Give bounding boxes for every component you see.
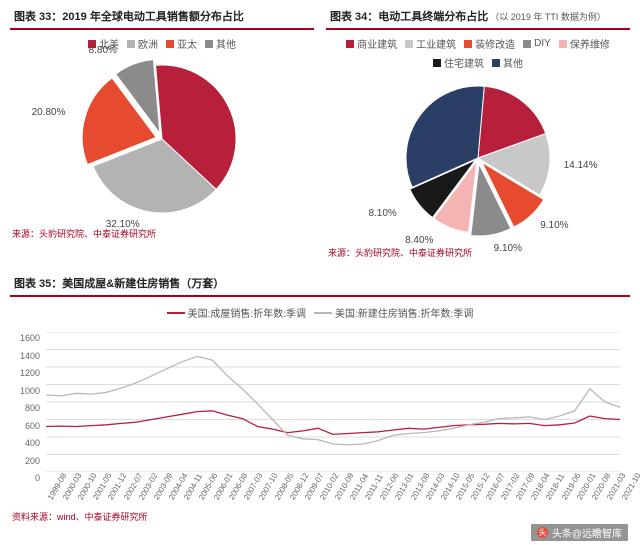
legend-swatch: [559, 40, 567, 48]
chart-33-header: 图表 33： 2019 年全球电动工具销售额分布占比: [10, 6, 314, 30]
legend-label: 其他: [216, 36, 236, 51]
legend-label: 美国:成屋销售:折年数:季调: [188, 305, 306, 320]
chart-35-header: 图表 35： 美国成屋&新建住房销售（万套）: [10, 273, 630, 297]
legend-label: 商业建筑: [357, 36, 397, 51]
pie-slice-label: 8.80%: [89, 45, 117, 56]
y-tick-label: 200: [12, 456, 40, 466]
chart-35-plot-area: 02004006008001000120014001600 1999-08200…: [16, 332, 624, 502]
pie-slice-label: 9.10%: [540, 220, 568, 231]
chart-35-legend: 美国:成屋销售:折年数:季调 美国:新建住房销售:折年数:季调: [10, 297, 630, 322]
legend-label: 住宅建筑: [444, 55, 484, 70]
legend-swatch: [523, 40, 531, 48]
chart-34-header: 图表 34： 电动工具终端分布占比 （以 2019 年 TTI 数据为例）: [326, 6, 630, 30]
legend-item: 住宅建筑: [433, 55, 484, 70]
chart-33-title-prefix: 图表 33：: [14, 8, 62, 24]
legend-swatch: [346, 40, 354, 48]
series-line: [46, 357, 620, 445]
legend-label: 欧洲: [138, 36, 158, 51]
chart-35-panel: 图表 35： 美国成屋&新建住房销售（万套） 美国:成屋销售:折年数:季调美国:…: [10, 273, 630, 529]
chart-33-pie: 32.10%20.80%8.80%: [10, 53, 314, 223]
pie-slice-label: 8.40%: [405, 235, 433, 246]
pie-slice-label: 20.80%: [32, 107, 66, 118]
legend-swatch: [433, 59, 441, 67]
chart-33-panel: 图表 33： 2019 年全球电动工具销售额分布占比 北美欧洲亚太其他 32.1…: [10, 6, 314, 265]
y-tick-label: 1400: [12, 351, 40, 361]
legend-label: 装修改造: [475, 36, 515, 51]
y-tick-label: 1000: [12, 386, 40, 396]
legend-label: 美国:新建住房销售:折年数:季调: [335, 305, 473, 320]
legend-item: 美国:成屋销售:折年数:季调: [167, 305, 306, 320]
legend-item: 其他: [492, 55, 523, 70]
chart-34-title-prefix: 图表 34：: [330, 8, 378, 24]
legend-item: 美国:新建住房销售:折年数:季调: [314, 305, 473, 320]
y-tick-label: 600: [12, 421, 40, 431]
legend-label: 亚太: [177, 36, 197, 51]
legend-item: 商业建筑: [346, 36, 397, 51]
y-tick-label: 800: [12, 403, 40, 413]
chart-33-title: 2019 年全球电动工具销售额分布占比: [62, 8, 244, 24]
legend-item: 装修改造: [464, 36, 515, 51]
legend-swatch: [127, 40, 135, 48]
pie-slice-label: 8.10%: [368, 208, 396, 219]
legend-item: DIY: [523, 36, 551, 51]
legend-swatch: [405, 40, 413, 48]
watermark-text: 头条@远瞻智库: [552, 525, 622, 540]
y-tick-label: 1600: [12, 333, 40, 343]
legend-line: [314, 312, 332, 314]
legend-item: 工业建筑: [405, 36, 456, 51]
y-tick-label: 400: [12, 438, 40, 448]
legend-label: 保养维修: [570, 36, 610, 51]
chart-34-pie: 14.14%9.10%9.10%8.40%8.10%: [326, 72, 630, 242]
chart-34-legend: 商业建筑 工业建筑 装修改造 DIY 保养维修住宅建筑 其他: [326, 30, 630, 72]
legend-label: 其他: [503, 55, 523, 70]
pie-slice-label: 9.10%: [494, 243, 522, 254]
legend-item: 欧洲: [127, 36, 158, 51]
legend-swatch: [492, 59, 500, 67]
legend-item: 其他: [205, 36, 236, 51]
legend-label: 工业建筑: [416, 36, 456, 51]
legend-swatch: [166, 40, 174, 48]
legend-swatch: [464, 40, 472, 48]
pie-slice-label: 14.14%: [564, 160, 598, 171]
legend-line: [167, 312, 185, 314]
chart-34-subtitle: （以 2019 年 TTI 数据为例）: [490, 10, 606, 23]
y-tick-label: 1200: [12, 368, 40, 378]
series-line: [46, 411, 620, 435]
chart-35-title-prefix: 图表 35：: [14, 275, 62, 291]
legend-label: DIY: [534, 38, 551, 49]
y-tick-label: 0: [12, 473, 40, 483]
chart-34-title: 电动工具终端分布占比: [378, 8, 488, 24]
chart-34-panel: 图表 34： 电动工具终端分布占比 （以 2019 年 TTI 数据为例） 商业…: [326, 6, 630, 265]
chart-33-source: 来源：头豹研究院、中泰证券研究所: [10, 223, 314, 246]
watermark-icon: 头: [537, 527, 548, 538]
legend-item: 亚太: [166, 36, 197, 51]
chart-35-title: 美国成屋&新建住房销售（万套）: [62, 275, 224, 291]
legend-swatch: [205, 40, 213, 48]
pie-slice-label: 32.10%: [106, 219, 140, 230]
chart-34-source: 来源：头豹研究院、中泰证券研究所: [326, 242, 630, 265]
legend-item: 保养维修: [559, 36, 610, 51]
chart-33-legend: 北美欧洲亚太其他: [10, 30, 314, 53]
watermark: 头 头条@远瞻智库: [531, 524, 628, 541]
